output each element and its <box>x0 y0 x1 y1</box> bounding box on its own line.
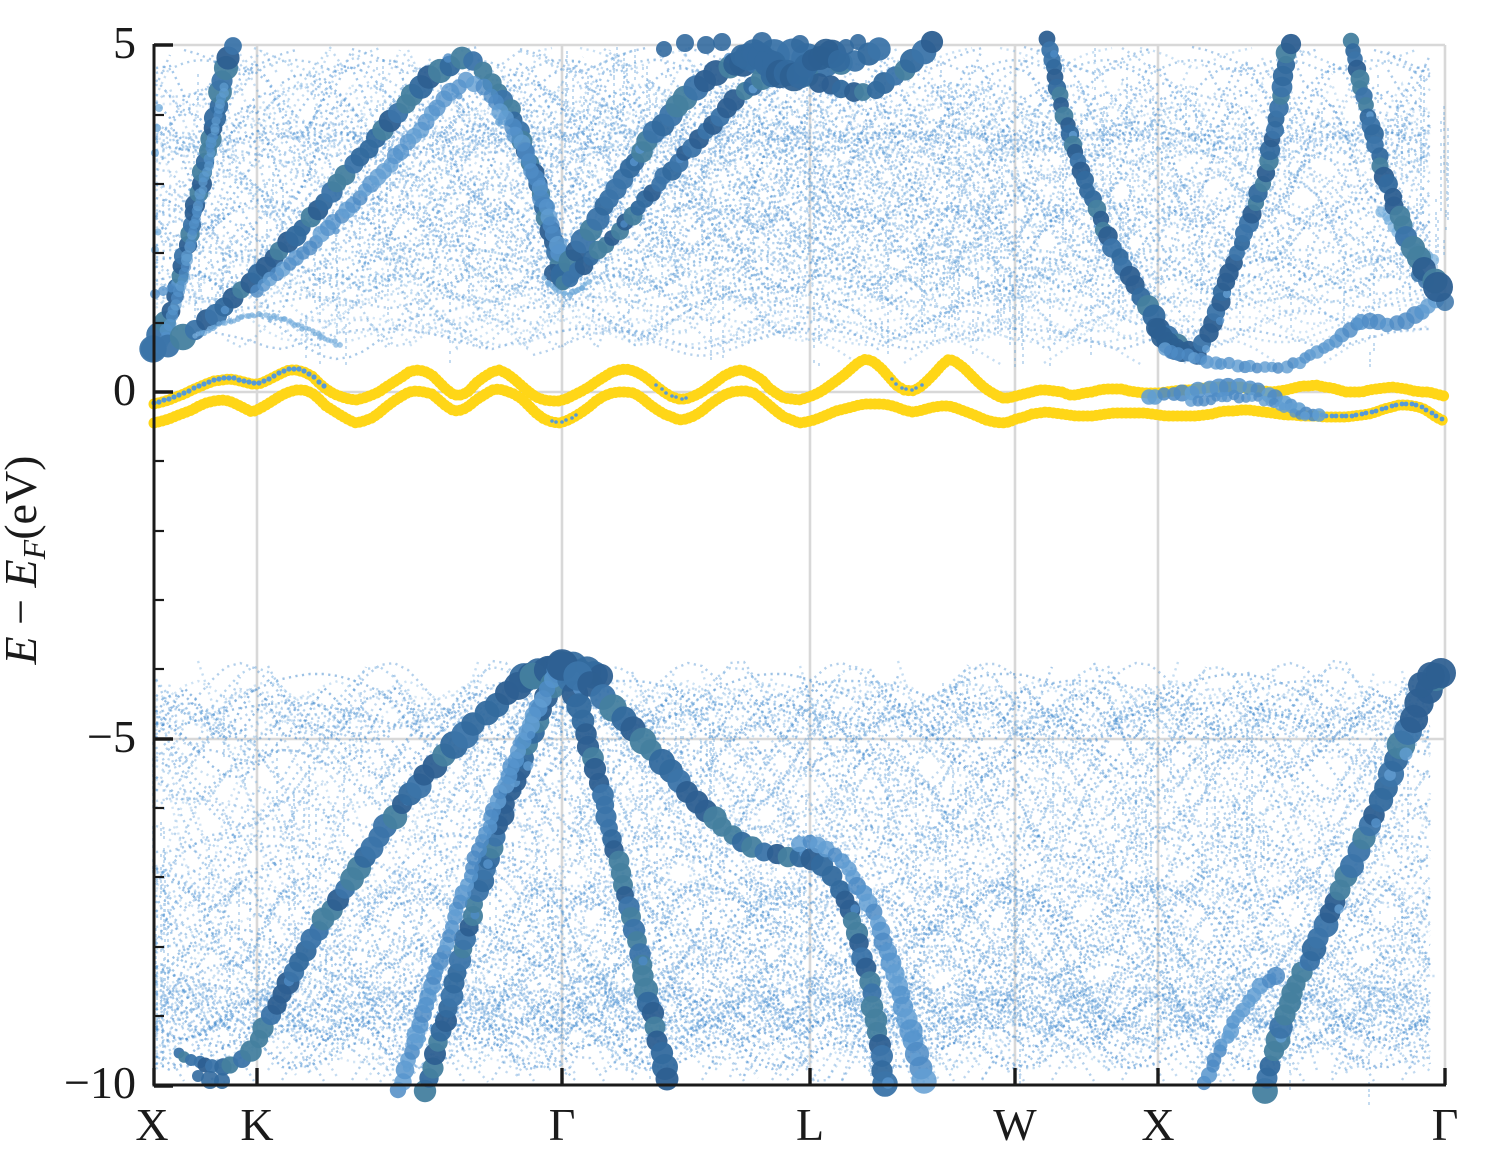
svg-text:Γ: Γ <box>1432 1099 1459 1149</box>
svg-text:−5: −5 <box>87 711 136 762</box>
svg-text:−10: −10 <box>64 1057 136 1108</box>
svg-text:W: W <box>993 1099 1037 1149</box>
svg-text:0: 0 <box>113 364 136 415</box>
svg-text:5: 5 <box>113 17 136 68</box>
svg-text:K: K <box>240 1099 273 1149</box>
svg-text:E − EF(eV): E − EF(eV) <box>0 456 52 666</box>
svg-text:L: L <box>796 1099 824 1149</box>
svg-text:Γ: Γ <box>549 1099 576 1149</box>
svg-text:X: X <box>1141 1099 1174 1149</box>
svg-text:X: X <box>135 1099 168 1149</box>
